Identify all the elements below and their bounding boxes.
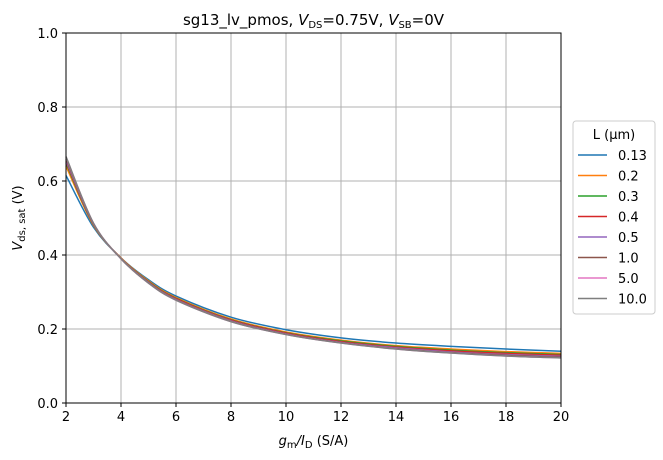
label-part: (S/A)	[313, 434, 349, 449]
label-part: =0V	[412, 11, 445, 29]
y-tick-label: 1.0	[37, 27, 58, 42]
x-axis-label: gm/ID (S/A)	[279, 434, 349, 451]
legend-entry-label: 0.13	[618, 149, 647, 164]
x-tick-label: 6	[172, 410, 180, 425]
series-line-L-0.2	[65, 165, 562, 355]
legend-items: 0.13 0.2 0.3 0.4 0.5 1.0 5.0 10.0	[578, 149, 647, 308]
label-part: sg13_lv_pmos,	[183, 11, 298, 30]
plot-area-frame	[65, 32, 562, 404]
label-part: DS	[308, 20, 322, 31]
label-part: g	[279, 434, 287, 449]
x-tick-label: 18	[498, 410, 515, 425]
label-part: ds, sat	[17, 208, 28, 241]
x-tick-label: 10	[278, 410, 295, 425]
series-line-L-0.3	[65, 162, 562, 356]
y-tick-label: 0.6	[37, 175, 58, 190]
series-line-L-0.4	[65, 161, 562, 357]
label-part: D	[305, 440, 313, 451]
y-tick-label: 0.0	[37, 397, 58, 412]
legend-entry-label: 5.0	[618, 272, 639, 287]
x-tick-label: 2	[62, 410, 70, 425]
chart-title: sg13_lv_pmos, VDS=0.75V, VSB=0V	[183, 11, 445, 31]
series-lines	[65, 156, 562, 359]
y-tick-label: 0.8	[37, 101, 58, 116]
legend-entry-label: 0.2	[618, 170, 639, 185]
label-part: V	[298, 11, 310, 29]
series-line-L-0.13	[65, 175, 562, 352]
x-tick-label: 14	[388, 410, 405, 425]
label-part: m	[287, 440, 297, 451]
label-part: V	[11, 241, 26, 251]
x-tick-label: 20	[553, 410, 570, 425]
series-line-L-5.0	[65, 156, 562, 359]
axis-ticks: 2 4 6 8 10 12 14 16 18 20 0.0 0.2 0.4 0.6 0.8 1.0	[37, 27, 569, 425]
legend: L (µm) 0.13 0.2 0.3 0.4 0.5 1.0 5.0 10.0	[572, 120, 656, 315]
legend-box	[572, 120, 656, 315]
label-part: SB	[398, 20, 411, 31]
series-line-L-10.0	[65, 156, 562, 359]
y-axis-label: Vds, sat (V)	[11, 185, 28, 250]
legend-title: L (µm)	[593, 128, 635, 143]
x-tick-label: 16	[443, 410, 460, 425]
label-part: I	[301, 434, 305, 449]
series-line-L-1.0	[65, 158, 562, 358]
series-line-L-0.5	[65, 160, 562, 358]
label-part: =0.75V,	[322, 11, 388, 29]
y-tick-label: 0.2	[37, 323, 58, 338]
x-tick-label: 4	[117, 410, 125, 425]
legend-entry-label: 0.5	[618, 231, 639, 246]
y-tick-label: 0.4	[37, 249, 58, 264]
legend-entry-label: 1.0	[618, 252, 639, 267]
label-part: (V)	[11, 185, 26, 208]
legend-entry-label: 0.3	[618, 190, 639, 205]
legend-entry-label: 10.0	[618, 293, 647, 308]
x-tick-label: 8	[227, 410, 235, 425]
legend-entry-label: 0.4	[618, 211, 639, 226]
x-tick-label: 12	[333, 410, 350, 425]
label-part: /	[296, 434, 303, 449]
label-part: V	[388, 11, 400, 29]
